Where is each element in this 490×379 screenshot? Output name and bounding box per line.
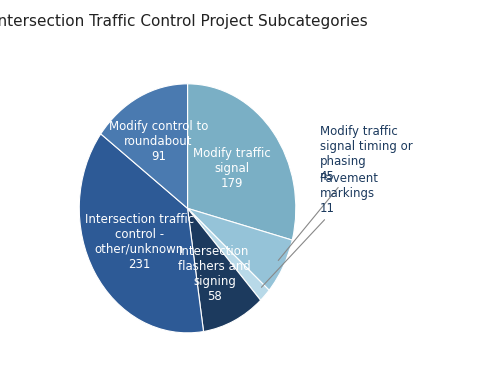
Text: Modify control to
roundabout
91: Modify control to roundabout 91 bbox=[109, 120, 208, 163]
Text: Modify traffic
signal
179: Modify traffic signal 179 bbox=[193, 147, 271, 190]
Wedge shape bbox=[188, 208, 269, 300]
Wedge shape bbox=[101, 84, 188, 208]
Text: Pavement
markings
11: Pavement markings 11 bbox=[262, 172, 379, 287]
Wedge shape bbox=[188, 208, 261, 332]
Text: Intersection
flashers and
signing
58: Intersection flashers and signing 58 bbox=[178, 244, 251, 302]
Text: Modify traffic
signal timing or
phasing
45: Modify traffic signal timing or phasing … bbox=[278, 125, 413, 260]
Wedge shape bbox=[79, 134, 203, 333]
Wedge shape bbox=[188, 208, 292, 290]
Wedge shape bbox=[188, 84, 296, 240]
Text: Intersection traffic
control -
other/unknown
231: Intersection traffic control - other/unk… bbox=[85, 213, 194, 271]
Text: Intersection Traffic Control Project Subcategories: Intersection Traffic Control Project Sub… bbox=[0, 14, 368, 29]
